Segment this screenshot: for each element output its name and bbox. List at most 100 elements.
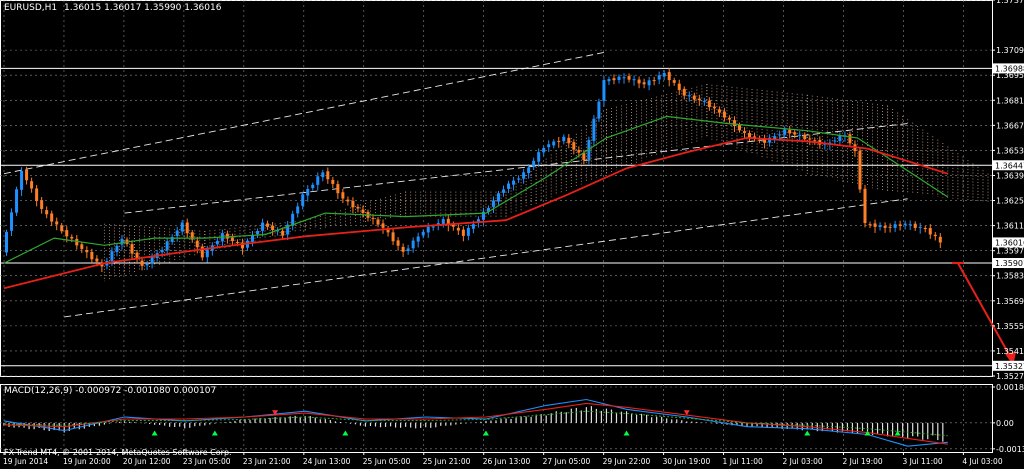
candle-body	[697, 98, 701, 101]
price-tick-label: 1.35550	[996, 322, 1024, 331]
candle-body	[75, 238, 79, 246]
candle-body	[40, 200, 44, 209]
macd-down-marker-icon	[272, 410, 279, 416]
candle-body	[542, 148, 546, 153]
candle-body	[316, 176, 320, 185]
candle-body	[271, 225, 275, 231]
candle-body	[582, 153, 586, 161]
candle-body	[707, 100, 711, 108]
candle-body	[65, 230, 69, 237]
moving-averages	[3, 115, 949, 290]
time-tick-label: 23 Jun 05:00	[183, 457, 231, 466]
price-tick-label: 1.36530	[996, 146, 1024, 155]
candle-body	[351, 200, 355, 208]
macd-tick-label: 0.00	[996, 419, 1014, 428]
candle-body	[85, 249, 89, 253]
time-tick-label: 2 Jul 19:00	[842, 457, 882, 466]
candle-body	[195, 240, 199, 248]
price-tick-label: 1.35970	[996, 247, 1024, 256]
candle-body	[497, 193, 501, 202]
price-tick-label: 1.36390	[996, 171, 1024, 180]
time-tick-label: 27 Jun 05:00	[543, 457, 591, 466]
candle-body	[30, 181, 34, 189]
candle-body	[567, 137, 571, 144]
time-tick-label: 29 Jun 22:00	[603, 457, 651, 466]
candle-body	[50, 213, 54, 222]
macd-panel-border	[0, 384, 993, 453]
candle-body	[602, 80, 606, 101]
chart-title: EURUSD,H1 1.36015 1.36017 1.35990 1.3601…	[4, 3, 221, 13]
candle-body	[45, 210, 49, 215]
candle-body	[461, 229, 465, 236]
macd-title: MACD(12,26,9) -0.000972 -0.001080 0.0001…	[4, 386, 217, 396]
time-tick-label: 19 Jun 20:00	[63, 457, 111, 466]
candle-body	[712, 106, 716, 109]
copyright-label: FX-Trend MT4, © 2001-2014, MetaQuotes So…	[4, 448, 232, 457]
candle-body	[512, 180, 516, 185]
candle-body	[778, 134, 782, 136]
candle-body	[341, 192, 345, 199]
candle-body	[130, 244, 134, 254]
candle-body	[753, 136, 757, 138]
time-tick-label: 20 Jun 12:00	[123, 457, 171, 466]
candle-body	[737, 124, 741, 131]
price-tick-label: 1.37090	[996, 46, 1024, 55]
main-panel-border	[0, 0, 993, 377]
price-tick-label: 1.36110	[996, 222, 1024, 231]
candle-body	[145, 263, 149, 266]
candle-body	[522, 172, 526, 179]
candle-body	[80, 244, 84, 249]
candle-body	[813, 140, 817, 142]
candle-body	[170, 237, 174, 242]
candle-body	[743, 131, 747, 133]
candle-body	[798, 134, 802, 136]
candle-body	[507, 183, 511, 189]
candle-body	[577, 150, 581, 153]
candle-body	[240, 242, 244, 249]
candle-body	[868, 224, 872, 226]
candle-body	[788, 129, 792, 134]
candle-body	[70, 236, 74, 239]
candle-body	[391, 232, 395, 242]
candle-body	[662, 72, 666, 77]
candle-body	[632, 79, 636, 81]
macd-up-marker-icon	[342, 430, 349, 436]
candle-body	[371, 218, 375, 220]
candle-body	[331, 179, 335, 184]
ohlc-label: 1.36015 1.36017 1.35990 1.36016	[64, 3, 222, 13]
candle-body	[120, 238, 124, 245]
candle-body	[677, 83, 681, 90]
time-tick-label: 26 Jun 13:00	[483, 457, 531, 466]
candle-body	[732, 120, 736, 127]
time-tick-label: 24 Jun 13:00	[303, 457, 351, 466]
candle-body	[863, 188, 867, 223]
candle-body	[376, 219, 380, 225]
candle-body	[933, 234, 937, 237]
candle-body	[361, 209, 365, 213]
candle-body	[617, 76, 621, 80]
arrow-shaft	[957, 262, 1014, 363]
candle-body	[532, 160, 536, 167]
candle-body	[411, 240, 415, 249]
candle-body	[160, 250, 164, 253]
candle-body	[642, 82, 646, 85]
candle-body	[848, 134, 852, 144]
time-tick-label: 3 Jul 11:00	[902, 457, 942, 466]
candle-body	[722, 111, 726, 118]
time-axis: 19 Jun 2014 19 Jun 20:00 20 Jun 12:00 23 Ju…	[3, 452, 1003, 466]
candle-body	[466, 227, 470, 236]
candle-body	[95, 258, 99, 262]
candle-body	[773, 136, 777, 139]
candle-body	[923, 227, 927, 230]
level-price-label-bg	[993, 258, 1024, 269]
candle-body	[356, 206, 360, 209]
candle-body	[225, 233, 229, 239]
price-tick-label: 1.35830	[996, 272, 1024, 281]
candle-body	[180, 222, 184, 232]
candle-body	[471, 224, 475, 229]
time-tick-label: 30 Jun 19:00	[663, 457, 711, 466]
candle-body	[35, 188, 39, 201]
candle-body	[55, 221, 59, 225]
macd-up-marker-icon	[211, 430, 218, 436]
